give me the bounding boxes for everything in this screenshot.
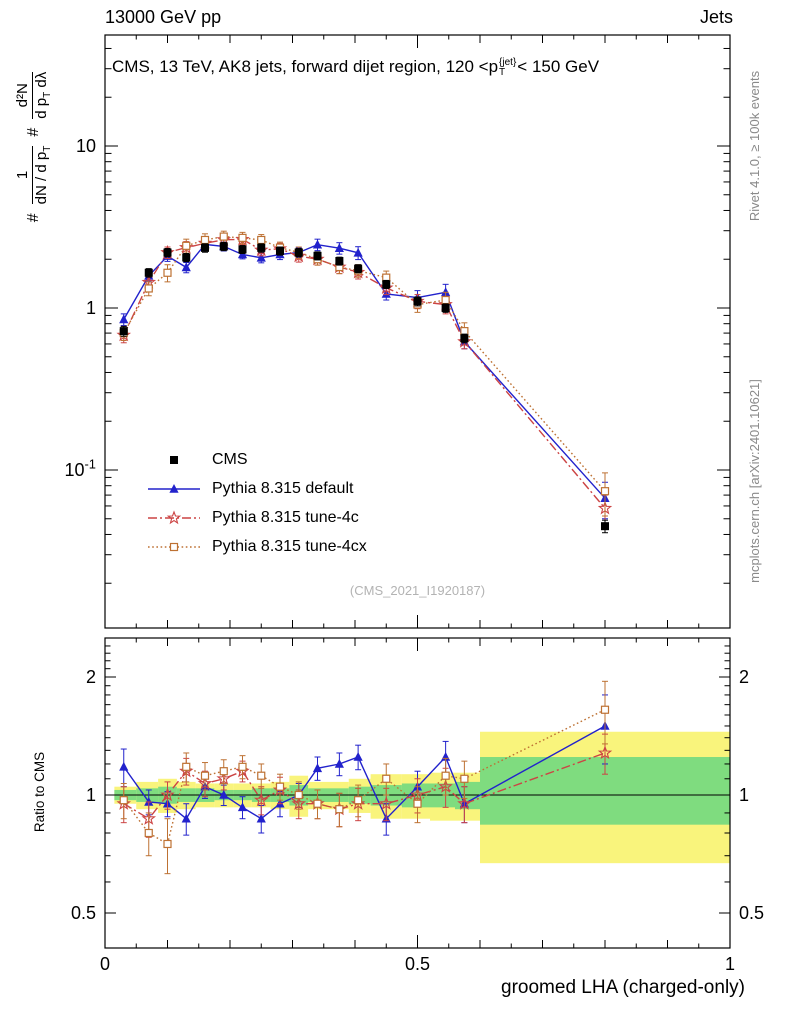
- svg-text:1: 1: [739, 785, 749, 805]
- ratio-line-pythia-default: [123, 725, 606, 820]
- legend-item-pythia-tune4c: Pythia 8.315 tune-4c: [146, 503, 367, 532]
- main-y-axis-label: # 1 dN / d pT # d²N d pT dλ: [14, 22, 53, 272]
- legend-item-pythia-default: Pythia 8.315 default: [146, 474, 367, 503]
- pt-jet-symbol: {jet} T: [499, 57, 517, 78]
- svg-text:0.5: 0.5: [739, 903, 764, 923]
- main-panel-series: [116, 230, 613, 534]
- main-line-pythia-default: [123, 243, 606, 499]
- legend-label: Pythia 8.315 tune-4cx: [212, 537, 367, 555]
- x-axis-label: groomed LHA (charged-only): [501, 977, 745, 998]
- svg-text:10: 10: [76, 136, 96, 156]
- legend-item-pythia-tune4cx: Pythia 8.315 tune-4cx: [146, 532, 367, 561]
- frac2-numerator: d²N: [14, 71, 33, 119]
- frac1-numerator: 1: [14, 145, 33, 205]
- mcplots-arxiv-note: mcplots.cern.ch [arXiv:2401.10621]: [747, 379, 762, 583]
- svg-text:1: 1: [86, 298, 96, 318]
- analysis-id-watermark: (CMS_2021_I1920187): [349, 583, 486, 598]
- ratio-panel-series: [116, 680, 613, 875]
- beam-energy-label: 13000 GeV pp: [105, 7, 222, 27]
- svg-text:10-1: 10-1: [64, 456, 96, 480]
- svg-text:2: 2: [86, 667, 96, 687]
- svg-text:0.5: 0.5: [71, 903, 96, 923]
- frac1-denominator: dN / d pT: [32, 145, 53, 205]
- ylabel-fraction-2: d²N d pT dλ: [14, 71, 53, 119]
- svg-text:1: 1: [725, 954, 735, 974]
- ratio-y-axis-label: Ratio to CMS: [32, 751, 47, 833]
- svg-text:0.5: 0.5: [405, 954, 430, 974]
- legend-label: CMS: [212, 450, 248, 468]
- legend: CMS Pythia 8.315 default Pythia 8.315 tune…: [146, 445, 367, 561]
- frac2-denominator: d pT dλ: [32, 71, 53, 119]
- hash-symbol: #: [24, 213, 42, 223]
- legend-marker-square-open: [148, 542, 200, 551]
- svg-text:1: 1: [86, 785, 96, 805]
- legend-label: Pythia 8.315 tune-4c: [212, 508, 359, 526]
- legend-marker-triangle-filled: [148, 483, 200, 493]
- legend-item-cms: CMS: [146, 445, 367, 474]
- title-text-post: < 150 GeV: [517, 57, 600, 76]
- tick-labels: 10 1 10-1 2 2 1 1 0.5 0.5 0 0.5 1: [64, 136, 764, 974]
- svg-text:0: 0: [100, 954, 110, 974]
- axes-frames: [104, 34, 731, 949]
- rivet-version-note: Rivet 4.1.0, ≥ 100k events: [747, 70, 762, 222]
- legend-label: Pythia 8.315 default: [212, 479, 354, 497]
- plot-title: CMS, 13 TeV, AK8 jets, forward dijet reg…: [112, 57, 599, 78]
- legend-marker-square-filled: [170, 455, 178, 464]
- ylabel-fraction-1: 1 dN / d pT: [14, 145, 53, 205]
- main-line-pythia-tune4cx: [123, 235, 606, 492]
- legend-marker-star-open: [148, 509, 200, 524]
- svg-text:2: 2: [739, 667, 749, 687]
- analysis-group-label: Jets: [699, 7, 733, 27]
- title-text-pre: CMS, 13 TeV, AK8 jets, forward dijet reg…: [112, 57, 499, 76]
- hash-symbol-2: #: [24, 127, 42, 137]
